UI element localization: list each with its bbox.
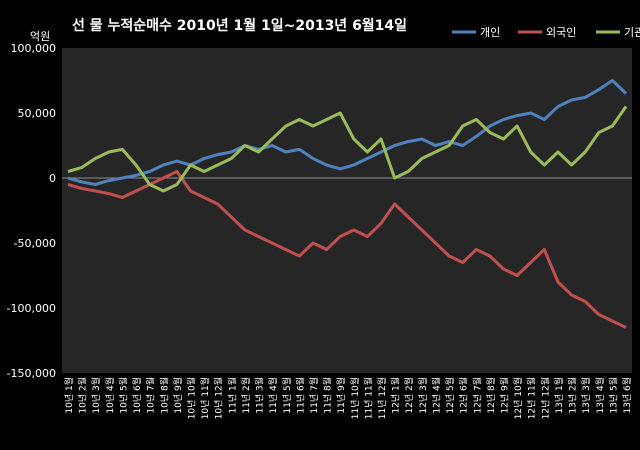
x-tick-label: 10년 6월 xyxy=(131,377,143,414)
x-tick-label: 13년 1월 xyxy=(553,377,565,414)
x-tick-label: 10년 4월 xyxy=(104,377,116,414)
legend: 개인 외국인 기관 xyxy=(452,26,640,39)
x-tick-label: 12년 5월 xyxy=(444,377,456,414)
x-tick-label: 12년 9월 xyxy=(499,377,511,414)
x-tick-label: 10년 8월 xyxy=(158,377,170,414)
x-tick-label: 12년 10월 xyxy=(512,377,524,419)
x-tick-label: 12년 3월 xyxy=(417,377,429,414)
y-tick-label: -100,000 xyxy=(7,302,56,315)
x-tick-label: 12년 12월 xyxy=(539,377,551,419)
x-tick-label: 10년 12월 xyxy=(213,377,225,419)
x-tick-label: 12년 4월 xyxy=(430,377,442,414)
series-line xyxy=(67,105,628,193)
x-tick-label: 11년 7월 xyxy=(308,377,320,414)
x-tick-label: 11년 9월 xyxy=(335,377,347,414)
x-tick-label: 11년 11월 xyxy=(362,377,374,419)
x-tick-label: 13년 5월 xyxy=(607,377,619,414)
series-line xyxy=(67,170,627,329)
y-axis-label: 억원 xyxy=(30,30,50,43)
chart-title: 선 물 누적순매수 2010년 1월 1일~2013년 6월14일 xyxy=(72,17,407,34)
x-tick-label: 13년 4월 xyxy=(594,377,606,414)
y-tick-label: 50,000 xyxy=(18,107,57,120)
x-tick-label: 10년 7월 xyxy=(145,377,157,414)
x-tick-label: 10년 2월 xyxy=(77,377,89,414)
legend-label: 개인 xyxy=(480,26,500,39)
x-tick-label: 10년 9월 xyxy=(172,377,184,414)
x-tick-label: 11년 5월 xyxy=(281,377,293,414)
x-tick-label: 10년 11월 xyxy=(199,377,211,419)
x-tick-label: 10년 5월 xyxy=(117,377,129,414)
x-tick-label: 11년 8월 xyxy=(322,377,334,414)
x-tick-label: 12년 7월 xyxy=(471,377,483,414)
y-tick-label: 100,000 xyxy=(11,42,57,55)
x-tick-label: 11년 4월 xyxy=(267,377,279,414)
x-tick-label: 11년 3월 xyxy=(254,377,266,414)
x-tick-label: 10년 10월 xyxy=(185,377,197,419)
x-tick-label: 12년 1월 xyxy=(390,377,402,414)
x-tick-label: 13년 6월 xyxy=(621,377,633,414)
x-axis: 10년 1월 10년 2월 10년 3월 10년 4월 10년 5월 10년 6월 10년 … xyxy=(63,377,633,419)
series-lines xyxy=(67,79,628,329)
plot-area xyxy=(62,48,632,373)
legend-label: 외국인 xyxy=(546,26,576,39)
x-tick-label: 12년 6월 xyxy=(458,377,470,414)
x-tick-label: 11년 10월 xyxy=(349,377,361,419)
x-tick-label: 11년 1월 xyxy=(226,377,238,414)
y-tick-label: -50,000 xyxy=(14,237,56,250)
x-tick-label: 11년 6월 xyxy=(294,377,306,414)
x-tick-label: 12년 11월 xyxy=(526,377,538,419)
x-tick-label: 13년 2월 xyxy=(567,377,579,414)
y-tick-label: -150,000 xyxy=(7,367,56,380)
y-axis: 100,000 50,000 0 -50,000 -100,000 -150,000 xyxy=(7,42,632,380)
x-tick-label: 12년 2월 xyxy=(403,377,415,414)
x-tick-label: 10년 1월 xyxy=(63,377,75,414)
legend-label: 기관 xyxy=(624,26,640,39)
x-tick-label: 12년 8월 xyxy=(485,377,497,414)
series-line xyxy=(67,79,628,186)
x-tick-label: 11년 12월 xyxy=(376,377,388,419)
x-tick-label: 11년 2월 xyxy=(240,377,252,414)
x-tick-label: 10년 3월 xyxy=(90,377,102,414)
x-tick-label: 13년 3월 xyxy=(580,377,592,414)
y-tick-label: 0 xyxy=(49,172,56,185)
